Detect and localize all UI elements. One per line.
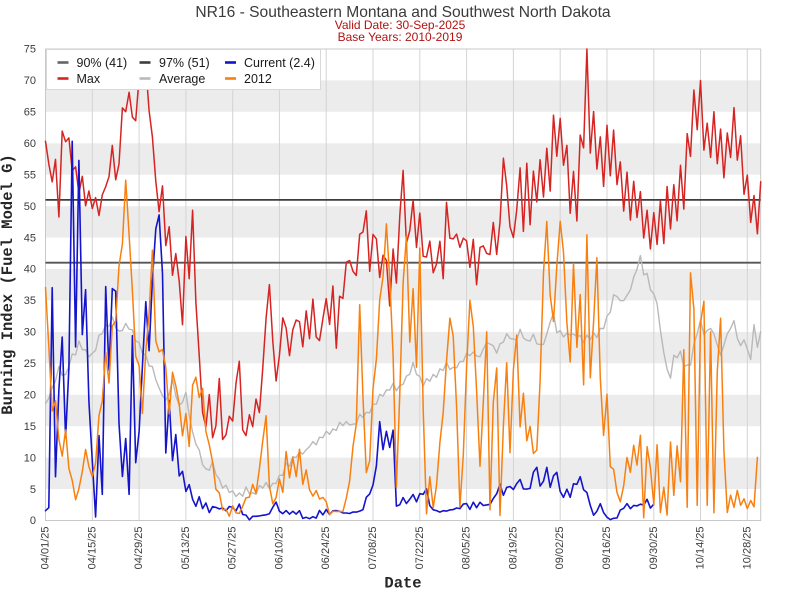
svg-text:45: 45 <box>24 232 36 244</box>
svg-text:09/16/25: 09/16/25 <box>601 527 613 570</box>
svg-text:97% (51): 97% (51) <box>159 56 210 70</box>
svg-text:5: 5 <box>30 484 36 496</box>
svg-text:40: 40 <box>24 264 36 276</box>
svg-text:35: 35 <box>24 295 36 307</box>
svg-text:50: 50 <box>24 201 36 213</box>
svg-text:04/01/25: 04/01/25 <box>40 527 52 570</box>
svg-text:08/05/25: 08/05/25 <box>461 527 473 570</box>
svg-text:04/29/25: 04/29/25 <box>133 527 145 570</box>
svg-text:Burning Index (Fuel Model G): Burning Index (Fuel Model G) <box>0 154 17 414</box>
svg-text:15: 15 <box>24 421 36 433</box>
svg-text:06/10/25: 06/10/25 <box>273 527 285 570</box>
svg-text:09/02/25: 09/02/25 <box>554 527 566 570</box>
svg-text:10/28/25: 10/28/25 <box>741 527 753 570</box>
svg-text:60: 60 <box>24 138 36 150</box>
svg-text:08/19/25: 08/19/25 <box>507 527 519 570</box>
svg-text:04/15/25: 04/15/25 <box>86 527 98 570</box>
svg-text:10/14/25: 10/14/25 <box>695 527 707 570</box>
svg-text:05/13/25: 05/13/25 <box>180 527 192 570</box>
svg-text:07/08/25: 07/08/25 <box>367 527 379 570</box>
svg-text:05/27/25: 05/27/25 <box>227 527 239 570</box>
svg-text:Valid Date: 30-Sep-2025: Valid Date: 30-Sep-2025 <box>335 18 466 32</box>
svg-text:75: 75 <box>24 44 36 56</box>
svg-text:20: 20 <box>24 390 36 402</box>
svg-text:Max: Max <box>77 72 101 86</box>
svg-text:Date: Date <box>384 575 421 593</box>
svg-text:Average: Average <box>159 72 205 86</box>
svg-text:2012: 2012 <box>244 72 272 86</box>
svg-text:09/30/25: 09/30/25 <box>648 527 660 570</box>
svg-text:30: 30 <box>24 327 36 339</box>
svg-text:07/22/25: 07/22/25 <box>414 527 426 570</box>
svg-text:25: 25 <box>24 358 36 370</box>
svg-text:90% (41): 90% (41) <box>77 56 128 70</box>
svg-text:06/24/25: 06/24/25 <box>320 527 332 570</box>
svg-text:10: 10 <box>24 452 36 464</box>
svg-text:55: 55 <box>24 169 36 181</box>
svg-text:70: 70 <box>24 75 36 87</box>
svg-text:Current (2.4): Current (2.4) <box>244 56 315 70</box>
svg-text:NR16 - Southeastern Montana an: NR16 - Southeastern Montana and Southwes… <box>195 4 611 21</box>
svg-text:Base Years: 2010-2019: Base Years: 2010-2019 <box>338 30 463 44</box>
svg-text:0: 0 <box>30 515 36 527</box>
svg-text:65: 65 <box>24 107 36 119</box>
